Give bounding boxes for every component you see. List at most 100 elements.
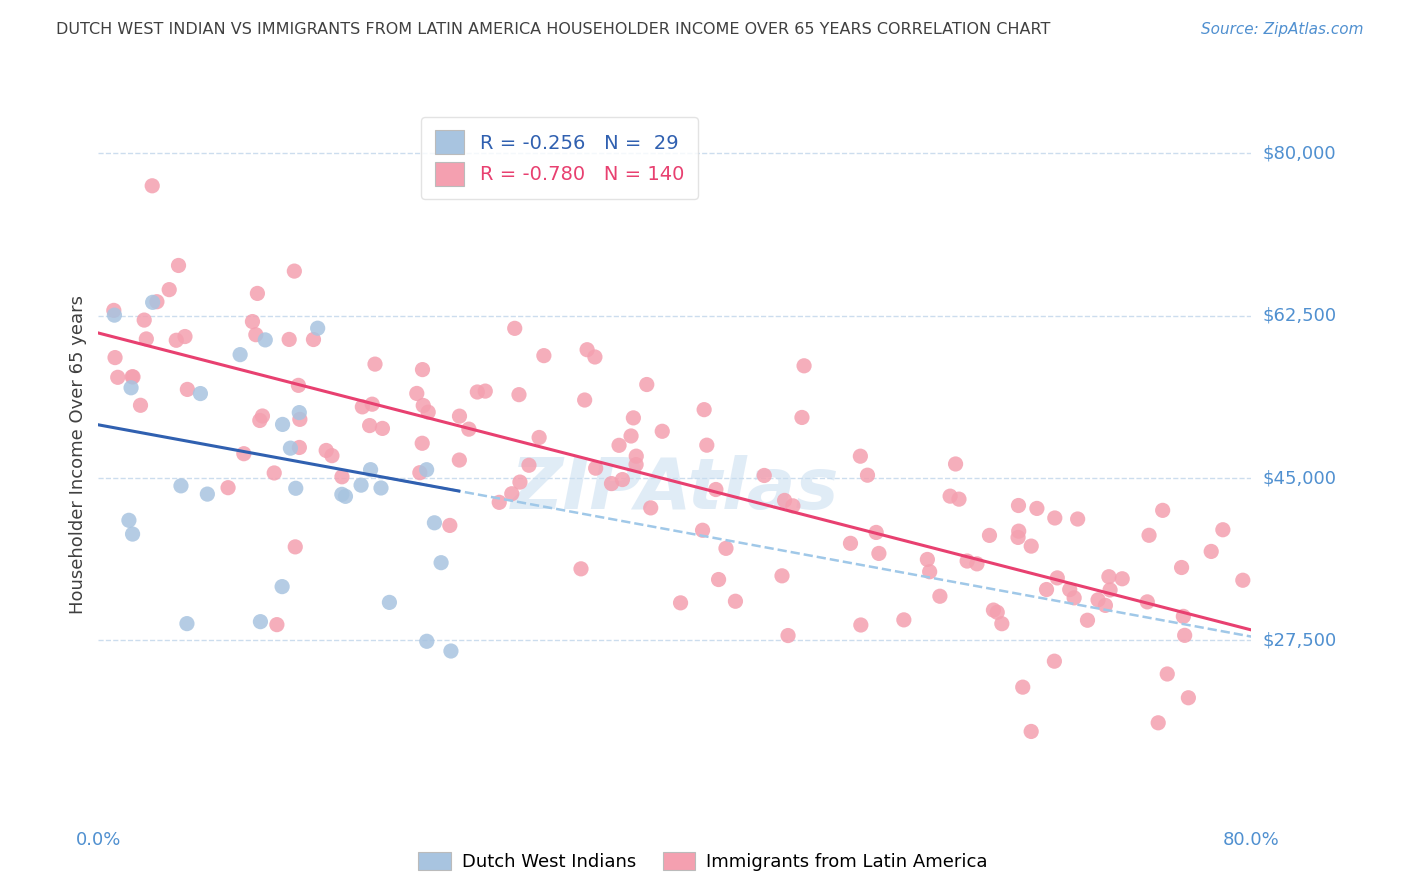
Point — [430, 556, 453, 570]
Point — [254, 333, 277, 347]
Point — [263, 466, 285, 480]
Point — [1173, 609, 1195, 624]
Point — [669, 596, 692, 610]
Point — [232, 447, 254, 461]
Point — [624, 458, 647, 472]
Point — [966, 557, 988, 571]
Point — [574, 392, 596, 407]
Point — [412, 399, 434, 413]
Point — [1046, 571, 1069, 585]
Point — [956, 554, 979, 568]
Point — [696, 438, 718, 452]
Point — [246, 286, 269, 301]
Point — [370, 481, 392, 495]
Point — [1147, 715, 1170, 730]
Point — [517, 458, 540, 473]
Point — [315, 443, 337, 458]
Point — [302, 333, 325, 347]
Point — [249, 413, 271, 427]
Point — [245, 327, 267, 342]
Point — [474, 384, 496, 398]
Point — [170, 479, 193, 493]
Point — [533, 349, 555, 363]
Point — [278, 333, 301, 347]
Point — [321, 449, 343, 463]
Point — [1099, 582, 1122, 597]
Point — [868, 546, 890, 560]
Point — [620, 429, 643, 443]
Point — [600, 476, 623, 491]
Text: DUTCH WEST INDIAN VS IMMIGRANTS FROM LATIN AMERICA HOUSEHOLDER INCOME OVER 65 YE: DUTCH WEST INDIAN VS IMMIGRANTS FROM LAT… — [56, 22, 1050, 37]
Legend: R = -0.256   N =  29, R = -0.780   N = 140: R = -0.256 N = 29, R = -0.780 N = 140 — [422, 117, 697, 199]
Point — [893, 613, 915, 627]
Point — [1098, 570, 1121, 584]
Point — [527, 430, 550, 444]
Point — [107, 370, 129, 384]
Point — [704, 483, 727, 497]
Point — [724, 594, 747, 608]
Point — [1025, 501, 1047, 516]
Point — [928, 589, 950, 603]
Point — [1007, 530, 1029, 544]
Point — [405, 386, 427, 401]
Point — [174, 329, 197, 343]
Point — [1174, 628, 1197, 642]
Point — [120, 381, 142, 395]
Point — [693, 402, 716, 417]
Point — [411, 362, 433, 376]
Point — [352, 400, 374, 414]
Point — [1076, 613, 1098, 627]
Point — [1232, 573, 1254, 587]
Point — [176, 383, 198, 397]
Point — [229, 348, 252, 362]
Point — [284, 481, 307, 495]
Point — [335, 489, 357, 503]
Point — [585, 461, 607, 475]
Point — [280, 441, 302, 455]
Point — [488, 495, 510, 509]
Point — [849, 618, 872, 632]
Point — [1156, 667, 1178, 681]
Point — [509, 475, 531, 489]
Point — [770, 569, 793, 583]
Point — [378, 595, 401, 609]
Text: ZIPAtlas: ZIPAtlas — [510, 455, 839, 524]
Point — [134, 313, 156, 327]
Point — [986, 605, 1008, 619]
Point — [190, 386, 212, 401]
Point — [465, 384, 488, 399]
Point — [945, 457, 967, 471]
Text: 80.0%: 80.0% — [1223, 830, 1279, 848]
Text: $80,000: $80,000 — [1263, 145, 1336, 162]
Point — [1170, 560, 1192, 574]
Point — [307, 321, 329, 335]
Legend: Dutch West Indians, Immigrants from Latin America: Dutch West Indians, Immigrants from Lati… — [411, 845, 995, 879]
Point — [287, 378, 309, 392]
Point — [1063, 591, 1085, 605]
Point — [157, 283, 180, 297]
Point — [330, 487, 353, 501]
Point — [1212, 523, 1234, 537]
Point — [449, 409, 471, 424]
Point — [948, 492, 970, 507]
Point — [1177, 690, 1199, 705]
Point — [1087, 593, 1109, 607]
Text: 0.0%: 0.0% — [76, 830, 121, 848]
Point — [917, 552, 939, 566]
Point — [1066, 512, 1088, 526]
Point — [776, 628, 799, 642]
Point — [1152, 503, 1174, 517]
Point — [118, 513, 141, 527]
Point — [142, 295, 165, 310]
Point — [1111, 572, 1133, 586]
Point — [176, 616, 198, 631]
Point — [122, 370, 145, 384]
Point — [129, 398, 152, 412]
Point — [754, 468, 776, 483]
Point — [793, 359, 815, 373]
Point — [371, 421, 394, 435]
Point — [288, 412, 311, 426]
Text: $27,500: $27,500 — [1263, 632, 1337, 649]
Point — [1011, 680, 1033, 694]
Point — [284, 540, 307, 554]
